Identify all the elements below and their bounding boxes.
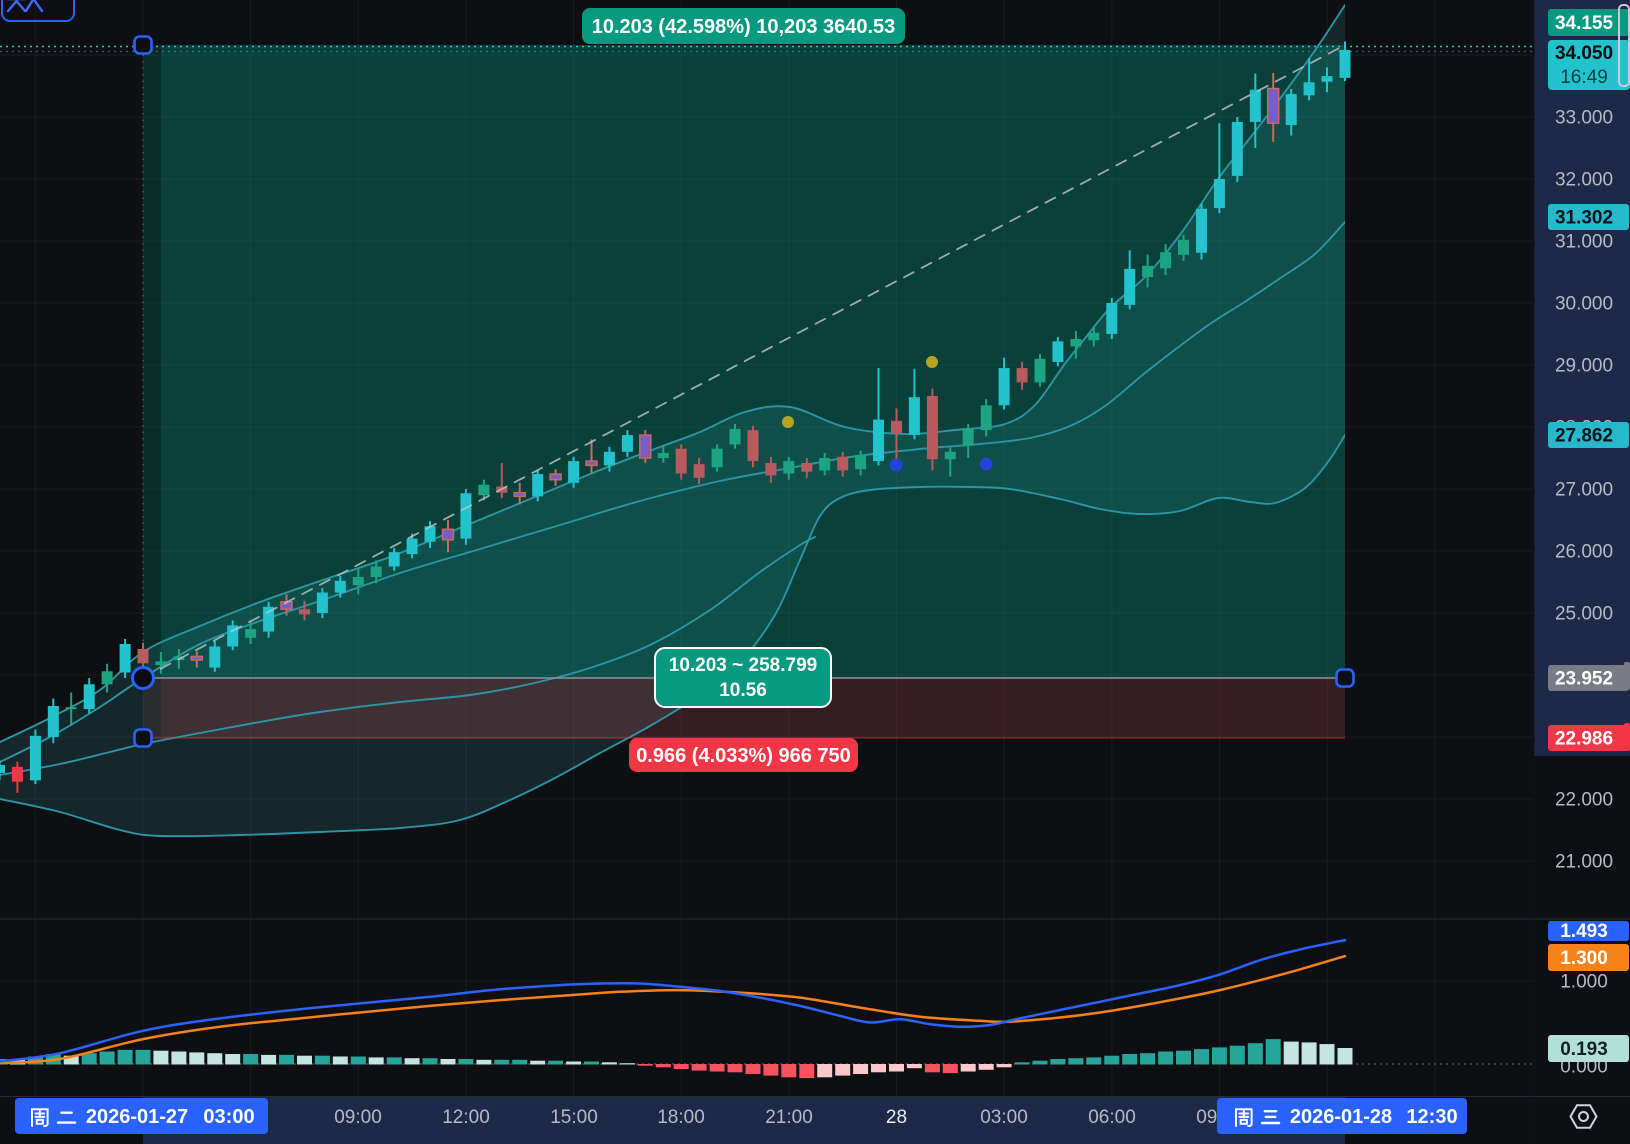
svg-text:25.000: 25.000 <box>1555 604 1613 625</box>
svg-text:16:49: 16:49 <box>1560 67 1608 88</box>
svg-text:15:00: 15:00 <box>550 1107 598 1128</box>
svg-text:32.000: 32.000 <box>1555 170 1613 191</box>
svg-text:10.203 (42.598%) 10,203 3640.5: 10.203 (42.598%) 10,203 3640.53 <box>592 16 896 38</box>
svg-text:0.966 (4.033%) 966 750: 0.966 (4.033%) 966 750 <box>636 745 851 767</box>
svg-text:31.000: 31.000 <box>1555 232 1613 253</box>
svg-text:06:00: 06:00 <box>1088 1107 1136 1128</box>
svg-text:03:00: 03:00 <box>980 1107 1028 1128</box>
svg-text:10.56: 10.56 <box>719 680 767 701</box>
svg-text:12:30: 12:30 <box>1406 1106 1457 1128</box>
svg-text:30.000: 30.000 <box>1555 294 1613 315</box>
svg-text:21:00: 21:00 <box>765 1107 813 1128</box>
svg-text:28: 28 <box>886 1107 907 1128</box>
svg-text:34.050: 34.050 <box>1555 43 1613 64</box>
svg-text:22.986: 22.986 <box>1555 729 1613 750</box>
svg-text:10.203 ~ 258.799: 10.203 ~ 258.799 <box>669 655 817 676</box>
svg-text:27.000: 27.000 <box>1555 480 1613 501</box>
svg-text:09:00: 09:00 <box>334 1107 382 1128</box>
svg-text:03:00: 03:00 <box>203 1106 254 1128</box>
svg-text:26.000: 26.000 <box>1555 542 1613 563</box>
svg-text:34.155: 34.155 <box>1555 13 1614 34</box>
svg-text:21.000: 21.000 <box>1555 852 1613 873</box>
svg-text:1.300: 1.300 <box>1560 948 1608 969</box>
svg-text:22.000: 22.000 <box>1555 790 1613 811</box>
svg-text:29.000: 29.000 <box>1555 356 1613 377</box>
svg-text:1.493: 1.493 <box>1560 921 1608 942</box>
svg-text:33.000: 33.000 <box>1555 108 1613 129</box>
svg-text:12:00: 12:00 <box>442 1107 490 1128</box>
svg-text:27.862: 27.862 <box>1555 426 1613 447</box>
svg-text:1.000: 1.000 <box>1560 972 1608 993</box>
svg-text:0.193: 0.193 <box>1560 1039 1608 1060</box>
svg-text:31.302: 31.302 <box>1555 208 1613 229</box>
svg-text:18:00: 18:00 <box>657 1107 705 1128</box>
svg-text:2026-01-28: 2026-01-28 <box>1290 1106 1392 1128</box>
svg-text:23.952: 23.952 <box>1555 669 1613 690</box>
svg-text:2026-01-27: 2026-01-27 <box>86 1106 188 1128</box>
